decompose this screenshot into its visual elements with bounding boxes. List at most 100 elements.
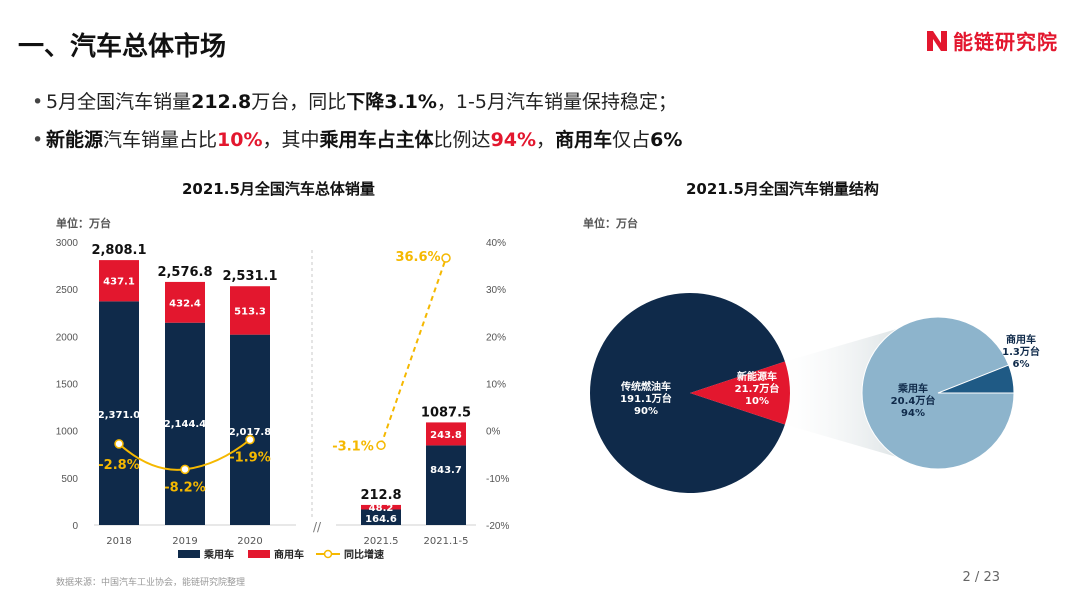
pie-label-traditional: 191.1万台	[620, 392, 672, 405]
x-tick-label: 2021.5	[364, 536, 399, 547]
total-label: 2,808.1	[91, 243, 146, 258]
passenger-value-label: 843.7	[430, 465, 462, 476]
growth-line-2021	[380, 257, 447, 446]
pie-label-nev: 10%	[745, 396, 769, 407]
y-tick-label: 1000	[56, 427, 79, 438]
total-label: 1087.5	[421, 405, 471, 420]
bullet-1-segment: 下降3.1%	[346, 91, 437, 113]
y-tick-label: 2500	[56, 285, 79, 296]
y2-tick-label: 30%	[486, 285, 506, 296]
passenger-value-label: 2,371.0	[98, 410, 140, 421]
bullet-2-segment: 比例达	[433, 129, 491, 151]
logo-n-icon	[927, 30, 947, 51]
pie-label-nev: 新能源车	[737, 370, 777, 383]
growth-label: -8.2%	[164, 480, 205, 495]
bullet-2: • 新能源汽车销量占比10%，其中乘用车占主体比例达94%，商用车仅占6%	[32, 129, 683, 151]
pie-label-traditional: 90%	[634, 406, 658, 417]
y-tick-label: 1500	[56, 380, 79, 391]
bullet-2-segment: ，	[536, 129, 556, 151]
growth-label: -3.1%	[332, 439, 373, 454]
detail-label-passenger: 94%	[901, 408, 925, 419]
bullet-1-segment: ，1-5月汽车销量保持稳定；	[436, 91, 677, 113]
commercial-value-label: 513.3	[234, 306, 266, 317]
bar-passenger	[165, 322, 205, 525]
passenger-value-label: 2,144.4	[164, 419, 206, 430]
bullet-1-segment: 万台，同比	[251, 91, 347, 113]
bullet-2-segment: 仅占	[612, 129, 651, 151]
bar-passenger	[426, 445, 466, 525]
pie-slice-nev	[690, 361, 791, 425]
detail-label-commercial: 商用车	[1006, 333, 1036, 346]
bullet-2-segment: 10%	[217, 129, 263, 151]
bullet-2-segment: 乘用车占主体	[319, 129, 434, 151]
y2-tick-label: -20%	[486, 521, 509, 532]
passenger-value-label: 2,017.8	[229, 427, 271, 438]
detail-label-commercial: 6%	[1013, 359, 1030, 370]
bar-chart-title: 2021.5月全国汽车总体销量	[182, 180, 375, 198]
bullet-2-segment: 新能源	[46, 129, 104, 151]
passenger-value-label: 164.6	[365, 514, 397, 525]
y-tick-label: 3000	[56, 238, 79, 249]
total-label: 2,531.1	[222, 269, 277, 284]
pie-chart-unit: 单位：万台	[583, 217, 638, 230]
bullet-2-segment: 商用车	[555, 129, 613, 151]
brand-logo: 能链研究院	[925, 26, 1058, 55]
page-title: 一、汽车总体市场	[18, 32, 227, 62]
growth-label: -1.9%	[229, 451, 270, 466]
bar-passenger	[361, 509, 401, 525]
growth-label: -2.8%	[98, 458, 139, 473]
y2-tick-label: 10%	[486, 380, 506, 391]
y-tick-label: 500	[61, 474, 78, 485]
legend-swatch	[178, 550, 200, 558]
growth-point	[376, 440, 386, 451]
y2-tick-label: -10%	[486, 474, 509, 485]
total-label: 2,576.8	[157, 265, 212, 280]
bar-commercial	[426, 422, 466, 446]
growth-point	[114, 439, 124, 449]
bullet-1: • 5月全国汽车销量212.8万台，同比下降3.1%，1-5月汽车销量保持稳定；	[32, 91, 677, 113]
growth-point	[245, 434, 255, 445]
y2-tick-label: 20%	[486, 332, 506, 343]
commercial-value-label: 437.1	[103, 277, 135, 288]
growth-point	[180, 464, 190, 475]
x-tick-label: 2019	[172, 536, 197, 547]
commercial-value-label: 432.4	[169, 298, 201, 309]
pie-chart-title: 2021.5月全国汽车销量结构	[686, 180, 879, 198]
legend-label: 商用车	[274, 548, 304, 561]
legend-marker	[323, 549, 333, 559]
bar-commercial	[361, 504, 401, 510]
bar-passenger	[230, 334, 270, 525]
logo-text: 能链研究院	[953, 30, 1058, 54]
bar-passenger	[99, 301, 139, 525]
y-tick-label: 0	[72, 521, 78, 532]
growth-point	[441, 253, 451, 263]
bullet-2-segment: ，其中	[262, 129, 320, 151]
bullet-1-segment: 212.8	[191, 91, 252, 113]
page-number: 2 / 23	[962, 570, 1000, 585]
legend-label: 乘用车	[203, 548, 234, 561]
bullet-2-segment: 6%	[650, 129, 683, 151]
y2-tick-label: 0%	[486, 427, 501, 438]
bullet-2-segment: 94%	[490, 129, 537, 151]
bar-commercial	[165, 281, 205, 323]
commercial-value-label: 48.2	[369, 503, 394, 514]
detail-label-passenger: 乘用车	[897, 382, 928, 395]
commercial-value-label: 243.8	[430, 430, 462, 441]
total-label: 212.8	[360, 488, 401, 503]
detail-slice-commercial	[937, 364, 1015, 394]
legend-label: 同比增速	[344, 548, 384, 561]
y2-tick-label: 40%	[486, 238, 506, 249]
growth-label: 36.6%	[395, 250, 440, 265]
pie-slice-traditional	[590, 293, 785, 493]
axis-break-mark: //	[313, 520, 322, 534]
data-source-note: 数据来源：中国汽车工业协会，能链研究院整理	[56, 578, 246, 588]
pie-label-traditional: 传统燃油车	[620, 380, 671, 393]
bullet-1-segment: 5月全国汽车销量	[46, 91, 192, 113]
bar-commercial	[99, 260, 139, 302]
bullet-2-segment: 汽车销量占比	[103, 129, 218, 151]
detail-label-commercial: 1.3万台	[1002, 345, 1040, 358]
x-tick-label: 2021.1-5	[424, 536, 469, 547]
y-tick-label: 2000	[56, 332, 79, 343]
